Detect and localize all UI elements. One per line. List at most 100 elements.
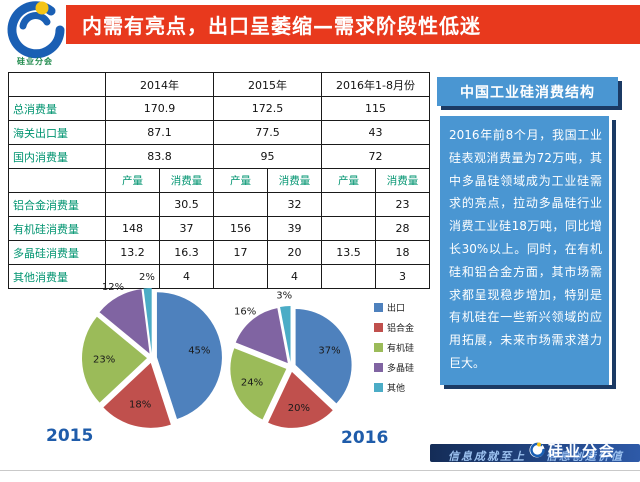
- table-cell: 17: [213, 240, 268, 265]
- table-cell: 87.1: [105, 120, 214, 145]
- pie-value-label: 24%: [241, 377, 263, 388]
- logo-caption: 硅业分会: [17, 57, 53, 66]
- table-cell: 2014年: [105, 72, 214, 97]
- table-cell: 28: [375, 216, 430, 241]
- legend-swatch-icon: [374, 383, 383, 392]
- table-row: 国内消费量 83.8 95 72: [8, 144, 430, 169]
- pie-caption-2016: 2016: [341, 428, 389, 448]
- slide-bottom-edge: [0, 470, 640, 471]
- pie-value-label: 3%: [276, 291, 292, 301]
- legend-item: 铝合金: [374, 321, 414, 334]
- pie-slice-铝合金: [103, 362, 171, 428]
- table-cell: 4: [267, 264, 322, 289]
- pie-slice-出口: [295, 309, 352, 404]
- table-cell: 3: [375, 264, 430, 289]
- pie-slice-其他: [280, 306, 291, 363]
- association-logo: [5, 0, 65, 60]
- pie-value-label: 18%: [129, 399, 151, 410]
- row-label: 有机硅消费量: [8, 216, 106, 241]
- pie-value-label: 37%: [318, 345, 340, 356]
- row-label: [8, 72, 106, 97]
- row-label: 其他消费量: [8, 264, 106, 289]
- legend-swatch-icon: [374, 343, 383, 352]
- table-cell: [321, 216, 376, 241]
- consumption-table: 2014年 2015年 2016年1-8月份 总消费量 170.9 172.5 115 海关出…: [8, 72, 430, 289]
- row-label: 海关出口量: [8, 120, 106, 145]
- pie-chart-2016: 37% 20% 24% 16% 3%: [230, 291, 352, 428]
- table-cell: 172.5: [213, 96, 322, 121]
- table-cell: 13.2: [105, 240, 160, 265]
- panel-body-text: 2016年前8个月，我国工业硅表观消费量为72万吨，其中多晶硅领域成为工业硅需求…: [449, 128, 602, 370]
- pie-legend: 出口铝合金有机硅多晶硅其他: [374, 301, 414, 401]
- legend-item: 其他: [374, 381, 414, 394]
- table-cell: 消费量: [159, 168, 214, 193]
- pie-slice-多晶硅: [235, 308, 288, 364]
- table-cell: 18: [375, 240, 430, 265]
- table-cell: [213, 192, 268, 217]
- panel-body: 2016年前8个月，我国工业硅表观消费量为72万吨，其中多晶硅领域成为工业硅需求…: [440, 116, 612, 385]
- footer-watermark: 信息成就至上 信息创造价值: [448, 448, 624, 464]
- watermark-left: 信息成就至上: [448, 450, 526, 463]
- consumption-table-body: 2014年 2015年 2016年1-8月份 总消费量 170.9 172.5 115 海关出…: [8, 72, 430, 289]
- table-row: 2014年 2015年 2016年1-8月份: [8, 72, 430, 97]
- row-label: 国内消费量: [8, 144, 106, 169]
- pie-slice-有机硅: [82, 316, 147, 403]
- legend-label: 铝合金: [387, 324, 415, 334]
- table-cell: [105, 192, 160, 217]
- table-cell: 83.8: [105, 144, 214, 169]
- pie-chart-2015: 45% 18% 23% 12% 2%: [82, 273, 222, 428]
- table-cell: 消费量: [375, 168, 430, 193]
- table-cell: 148: [105, 216, 160, 241]
- table-cell: 37: [159, 216, 214, 241]
- table-cell: 32: [267, 192, 322, 217]
- table-cell: 72: [321, 144, 430, 169]
- legend-item: 有机硅: [374, 341, 414, 354]
- table-cell: 2015年: [213, 72, 322, 97]
- pie-slice-铝合金: [268, 371, 333, 428]
- table-cell: 产量: [321, 168, 376, 193]
- pie-value-label: 20%: [288, 403, 310, 414]
- table-cell: 77.5: [213, 120, 322, 145]
- row-label: 总消费量: [8, 96, 106, 121]
- pie-value-label: 23%: [93, 355, 115, 366]
- table-cell: 95: [213, 144, 322, 169]
- row-label: [8, 168, 106, 193]
- table-row: 其他消费量 4 4 3: [8, 264, 430, 289]
- row-label: 多晶硅消费量: [8, 240, 106, 265]
- table-cell: 20: [267, 240, 322, 265]
- pie-value-label: 16%: [234, 307, 256, 318]
- table-row: 铝合金消费量 30.5 32 23: [8, 192, 430, 217]
- row-label: 铝合金消费量: [8, 192, 106, 217]
- legend-label: 出口: [387, 304, 406, 314]
- table-cell: 产量: [105, 168, 160, 193]
- legend-swatch-icon: [374, 303, 383, 312]
- pie-value-label: 12%: [102, 282, 124, 293]
- table-row: 产量 消费量 产量 消费量 产量 消费量: [8, 168, 430, 193]
- table-cell: [213, 264, 268, 289]
- table-cell: 23: [375, 192, 430, 217]
- pie-value-label: 2%: [139, 273, 155, 283]
- table-cell: 30.5: [159, 192, 214, 217]
- table-cell: 16.3: [159, 240, 214, 265]
- pie-slice-出口: [156, 292, 222, 420]
- pie-slice-其他: [143, 288, 152, 354]
- table-row: 总消费量 170.9 172.5 115: [8, 96, 430, 121]
- page-title: 内需有亮点，出口呈萎缩—需求阶段性低迷: [82, 14, 481, 38]
- panel-title-text: 中国工业硅消费结构: [460, 84, 595, 101]
- table-cell: [321, 192, 376, 217]
- table-cell: 39: [267, 216, 322, 241]
- table-row: 海关出口量 87.1 77.5 43: [8, 120, 430, 145]
- swirl-logo-icon: [7, 1, 65, 59]
- table-cell: 消费量: [267, 168, 322, 193]
- pie-slice-多晶硅: [99, 289, 150, 354]
- table-cell: 43: [321, 120, 430, 145]
- table-cell: 156: [213, 216, 268, 241]
- legend-item: 多晶硅: [374, 361, 414, 374]
- title-banner: 内需有亮点，出口呈萎缩—需求阶段性低迷: [66, 5, 640, 44]
- footer-brand: 硅业分会: [548, 442, 617, 460]
- pie-value-label: 45%: [188, 346, 210, 357]
- legend-item: 出口: [374, 301, 414, 314]
- legend-swatch-icon: [374, 363, 383, 372]
- watermark-right: 信息创造价值: [545, 450, 624, 463]
